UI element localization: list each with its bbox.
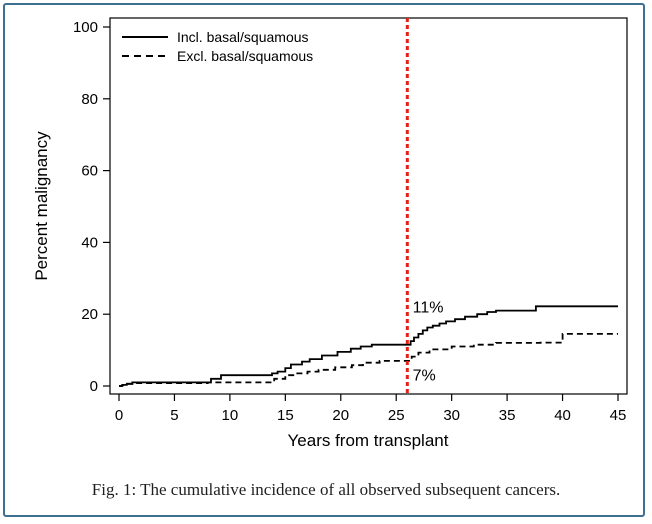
y-tick-label-20: 20	[81, 306, 98, 323]
figure-caption: Fig. 1: The cumulative incidence of all …	[91, 480, 561, 499]
x-tick-label-15: 15	[277, 407, 294, 424]
x-tick-label-20: 20	[332, 407, 349, 424]
x-tick-label-10: 10	[222, 407, 239, 424]
x-axis-label: Years from transplant	[288, 431, 449, 450]
series-line-excl	[119, 333, 618, 387]
x-tick-label-35: 35	[499, 407, 516, 424]
y-tick-label-80: 80	[81, 91, 98, 108]
annotation-excl-percent: 7%	[413, 368, 436, 385]
x-tick-label-5: 5	[170, 407, 178, 424]
x-tick-label-45: 45	[610, 407, 627, 424]
x-tick-label-30: 30	[443, 407, 460, 424]
legend: Incl. basal/squamous Excl. basal/squamou…	[122, 29, 313, 64]
y-tick-label-40: 40	[81, 234, 98, 251]
series-line-incl	[119, 305, 618, 387]
x-tick-label-0: 0	[115, 407, 123, 424]
x-tick-label-40: 40	[554, 407, 571, 424]
y-tick-label-100: 100	[73, 19, 98, 36]
y-tick-label-0: 0	[90, 378, 98, 395]
plot-area-border	[109, 17, 628, 395]
legend-label-excl: Excl. basal/squamous	[177, 48, 313, 64]
annotation-incl-percent: 11%	[413, 299, 444, 316]
y-tick-label-60: 60	[81, 163, 98, 180]
legend-label-incl: Incl. basal/squamous	[177, 29, 309, 45]
y-axis-label: Percent malignancy	[32, 131, 51, 281]
x-tick-label-25: 25	[388, 407, 405, 424]
